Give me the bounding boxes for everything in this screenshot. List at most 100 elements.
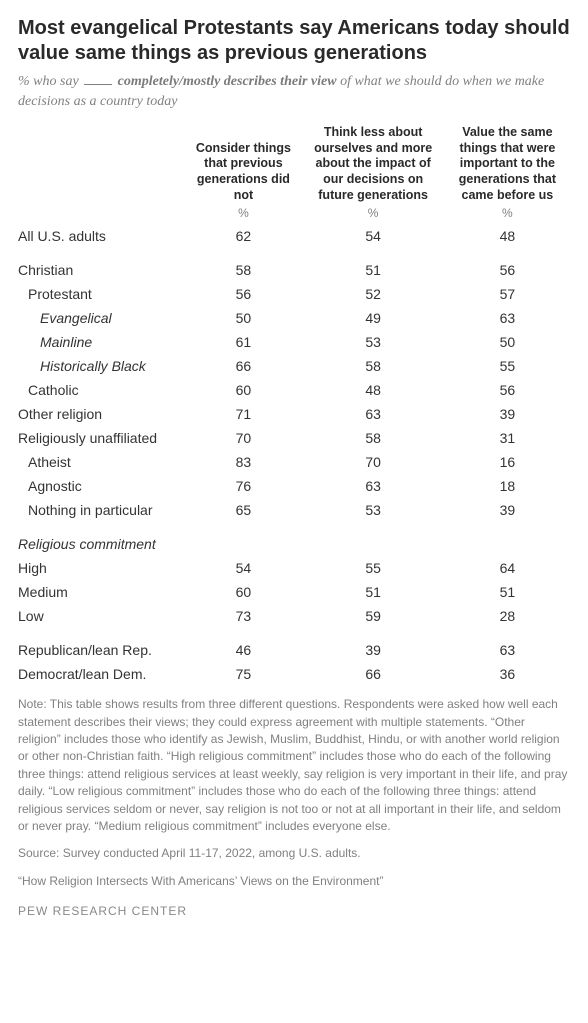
cell-value: 53: [302, 498, 445, 522]
cell-value: 71: [185, 402, 301, 426]
cell-value: 75: [185, 662, 301, 686]
cell-value: 56: [185, 282, 301, 306]
cell-value: 64: [445, 556, 570, 580]
table-row: Medium605151: [18, 580, 570, 604]
header-row: Consider things that previous generation…: [18, 125, 570, 205]
cell-value: 48: [445, 224, 570, 248]
row-label: Low: [18, 604, 185, 628]
cell-value: 53: [302, 330, 445, 354]
row-label: All U.S. adults: [18, 224, 185, 248]
table-row: Catholic604856: [18, 378, 570, 402]
table-row: Protestant565257: [18, 282, 570, 306]
cell-value: 63: [445, 306, 570, 330]
table-body: All U.S. adults625448Christian585156Prot…: [18, 224, 570, 686]
cell-value: 39: [445, 498, 570, 522]
cell-value: 58: [302, 426, 445, 450]
row-label: Religiously unaffiliated: [18, 426, 185, 450]
cell-value: 49: [302, 306, 445, 330]
cell-value: 51: [445, 580, 570, 604]
cell-value: 16: [445, 450, 570, 474]
row-label: Medium: [18, 580, 185, 604]
table-row: Mainline615350: [18, 330, 570, 354]
cell-value: 56: [445, 258, 570, 282]
cell-value: 18: [445, 474, 570, 498]
row-label: Mainline: [18, 330, 185, 354]
subtitle-bold: completely/mostly describes their view: [118, 74, 337, 89]
cell-value: 66: [185, 354, 301, 378]
pct-label: %: [185, 205, 301, 224]
cell-value: 51: [302, 580, 445, 604]
chart-subtitle: % who say completely/mostly describes th…: [18, 72, 570, 111]
table-row: [18, 522, 570, 532]
cell-value: 54: [185, 556, 301, 580]
row-label: Catholic: [18, 378, 185, 402]
cell-value: 56: [445, 378, 570, 402]
cell-value: 50: [185, 306, 301, 330]
cell-value: 76: [185, 474, 301, 498]
table-row: Christian585156: [18, 258, 570, 282]
section-label: Religious commitment: [18, 532, 570, 556]
table-row: Agnostic766318: [18, 474, 570, 498]
cell-value: 73: [185, 604, 301, 628]
table-row: Republican/lean Rep.463963: [18, 638, 570, 662]
chart-title: Most evangelical Protestants say America…: [18, 16, 570, 66]
row-label: Evangelical: [18, 306, 185, 330]
row-label: Nothing in particular: [18, 498, 185, 522]
cell-value: 51: [302, 258, 445, 282]
table-row: Religious commitment: [18, 532, 570, 556]
cell-value: 36: [445, 662, 570, 686]
cell-value: 58: [302, 354, 445, 378]
subtitle-prefix: % who say: [18, 74, 82, 89]
row-label: Christian: [18, 258, 185, 282]
table-row: Low735928: [18, 604, 570, 628]
note-text: Note: This table shows results from thre…: [18, 696, 570, 835]
table-row: Evangelical504963: [18, 306, 570, 330]
cell-value: 48: [302, 378, 445, 402]
cell-value: 55: [445, 354, 570, 378]
pct-row: % % %: [18, 205, 570, 224]
source-text: Source: Survey conducted April 11-17, 20…: [18, 845, 570, 862]
cell-value: 52: [302, 282, 445, 306]
cell-value: 63: [302, 474, 445, 498]
report-text: “How Religion Intersects With Americans’…: [18, 873, 570, 890]
org-name: PEW RESEARCH CENTER: [18, 904, 570, 918]
pct-label: %: [302, 205, 445, 224]
data-table: Consider things that previous generation…: [18, 125, 570, 686]
cell-value: 63: [302, 402, 445, 426]
cell-value: 59: [302, 604, 445, 628]
table-row: Other religion716339: [18, 402, 570, 426]
cell-value: 31: [445, 426, 570, 450]
row-label: Republican/lean Rep.: [18, 638, 185, 662]
row-label: Other religion: [18, 402, 185, 426]
cell-value: 70: [185, 426, 301, 450]
row-label: High: [18, 556, 185, 580]
cell-value: 28: [445, 604, 570, 628]
cell-value: 60: [185, 580, 301, 604]
cell-value: 66: [302, 662, 445, 686]
row-label: Protestant: [18, 282, 185, 306]
cell-value: 58: [185, 258, 301, 282]
table-row: Atheist837016: [18, 450, 570, 474]
cell-value: 60: [185, 378, 301, 402]
cell-value: 62: [185, 224, 301, 248]
cell-value: 55: [302, 556, 445, 580]
cell-value: 61: [185, 330, 301, 354]
table-row: Historically Black665855: [18, 354, 570, 378]
table-row: High545564: [18, 556, 570, 580]
col-header-2: Think less about ourselves and more abou…: [302, 125, 445, 205]
cell-value: 70: [302, 450, 445, 474]
cell-value: 46: [185, 638, 301, 662]
cell-value: 65: [185, 498, 301, 522]
table-row: Democrat/lean Dem.756636: [18, 662, 570, 686]
subtitle-blank: [84, 84, 112, 85]
row-label: Historically Black: [18, 354, 185, 378]
cell-value: 39: [445, 402, 570, 426]
table-row: [18, 628, 570, 638]
pct-label: %: [445, 205, 570, 224]
cell-value: 50: [445, 330, 570, 354]
row-label: Atheist: [18, 450, 185, 474]
cell-value: 83: [185, 450, 301, 474]
cell-value: 39: [302, 638, 445, 662]
table-row: Nothing in particular655339: [18, 498, 570, 522]
cell-value: 54: [302, 224, 445, 248]
